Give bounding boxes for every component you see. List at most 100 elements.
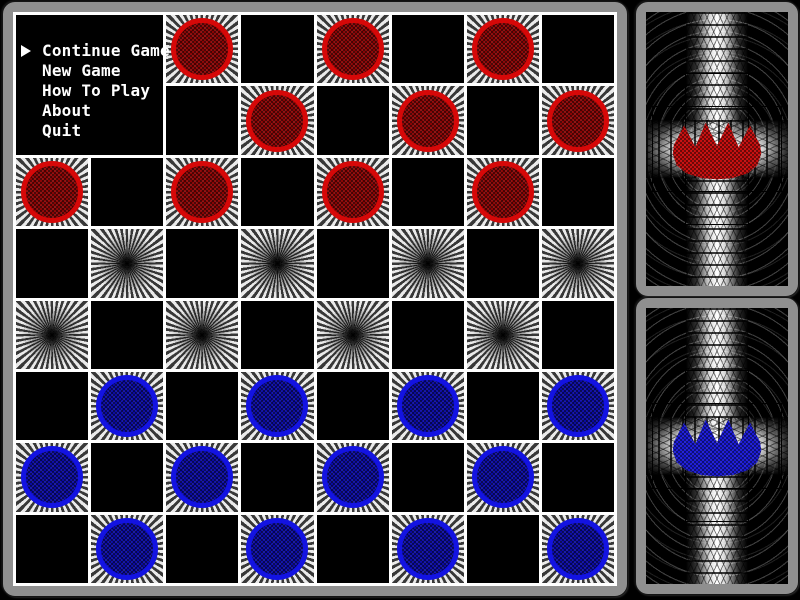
blue-piece[interactable] (246, 517, 309, 580)
board-square-r4c8[interactable] (541, 229, 614, 298)
board-square-r4c7[interactable] (466, 229, 539, 298)
board-square-r1c8[interactable] (541, 15, 614, 84)
red-panel-background (646, 12, 788, 286)
blue-piece[interactable] (246, 375, 309, 438)
board-square-r3c4[interactable] (241, 157, 314, 227)
board-square-r6c1[interactable] (16, 371, 89, 441)
red-piece[interactable] (171, 18, 234, 81)
board-square-r6c3[interactable] (166, 371, 239, 441)
board-square-r5c5[interactable] (316, 300, 389, 369)
menu-item-label: About (42, 101, 92, 120)
menu-cursor-icon (21, 45, 31, 57)
blue-piece[interactable] (321, 446, 384, 509)
board-square-r7c2[interactable] (91, 443, 164, 512)
board-square-r5c6[interactable] (391, 300, 464, 369)
board-square-r8c6[interactable] (391, 514, 464, 583)
board-square-r5c7[interactable] (466, 300, 539, 369)
board-square-r1c4[interactable] (241, 15, 314, 84)
board-square-r4c2[interactable] (91, 229, 164, 298)
board-square-r3c2[interactable] (91, 157, 164, 227)
board-square-r5c4[interactable] (241, 300, 314, 369)
board-square-r6c4[interactable] (241, 371, 314, 441)
blue-piece[interactable] (546, 375, 609, 438)
board-square-r5c2[interactable] (91, 300, 164, 369)
blue-player-panel (636, 298, 798, 594)
board-square-r8c7[interactable] (466, 514, 539, 583)
board-square-r3c1[interactable] (16, 157, 89, 227)
menu-item-new-game[interactable]: New Game (16, 61, 163, 81)
menu-item-label: How To Play (42, 81, 151, 100)
red-piece[interactable] (321, 160, 384, 223)
menu-item-about[interactable]: About (16, 101, 163, 121)
blue-piece[interactable] (96, 375, 159, 438)
board-square-r2c8[interactable] (541, 86, 614, 155)
board-square-r3c6[interactable] (391, 157, 464, 227)
board-square-r7c3[interactable] (166, 443, 239, 512)
red-piece[interactable] (471, 18, 534, 81)
board-square-r7c6[interactable] (391, 443, 464, 512)
board-square-r7c7[interactable] (466, 443, 539, 512)
blue-piece[interactable] (21, 446, 84, 509)
board-square-r4c5[interactable] (316, 229, 389, 298)
board-square-r8c1[interactable] (16, 514, 89, 583)
menu-item-label: New Game (42, 61, 121, 80)
outline-box (652, 106, 782, 192)
board-square-r8c8[interactable] (541, 514, 614, 583)
board-square-r5c1[interactable] (16, 300, 89, 369)
blue-piece[interactable] (96, 517, 159, 580)
board-square-r2c3[interactable] (166, 86, 239, 155)
board-square-r3c7[interactable] (466, 157, 539, 227)
blue-piece[interactable] (396, 517, 459, 580)
red-piece[interactable] (471, 160, 534, 223)
board-square-r3c5[interactable] (316, 157, 389, 227)
board-square-r8c2[interactable] (91, 514, 164, 583)
board-square-r8c3[interactable] (166, 514, 239, 583)
board-square-r3c3[interactable] (166, 157, 239, 227)
game-menu: Continue Game New Game How To Play About Qui… (16, 15, 170, 155)
board-square-r7c8[interactable] (541, 443, 614, 512)
board-square-r6c7[interactable] (466, 371, 539, 441)
blue-piece[interactable] (546, 517, 609, 580)
board-square-r1c7[interactable] (466, 15, 539, 84)
board-square-r4c6[interactable] (391, 229, 464, 298)
board-square-r6c5[interactable] (316, 371, 389, 441)
menu-item-label: Continue Game (42, 41, 170, 60)
board-square-r8c5[interactable] (316, 514, 389, 583)
board-square-r4c3[interactable] (166, 229, 239, 298)
menu-item-quit[interactable]: Quit (16, 121, 163, 141)
menu-item-how-to-play[interactable]: How To Play (16, 81, 163, 101)
board-square-r5c3[interactable] (166, 300, 239, 369)
blue-piece[interactable] (396, 375, 459, 438)
board-square-r4c4[interactable] (241, 229, 314, 298)
board-square-r2c7[interactable] (466, 86, 539, 155)
board-square-r2c4[interactable] (241, 86, 314, 155)
board-square-r1c5[interactable] (316, 15, 389, 84)
board-square-r2c6[interactable] (391, 86, 464, 155)
red-piece[interactable] (396, 89, 459, 152)
board-square-r7c5[interactable] (316, 443, 389, 512)
board-square-r2c5[interactable] (316, 86, 389, 155)
red-piece[interactable] (21, 160, 84, 223)
board-square-r6c8[interactable] (541, 371, 614, 441)
menu-item-continue-game[interactable]: Continue Game (16, 41, 170, 61)
board-square-r1c3[interactable] (166, 15, 239, 84)
board-square-r6c2[interactable] (91, 371, 164, 441)
red-piece[interactable] (321, 18, 384, 81)
board-square-r3c8[interactable] (541, 157, 614, 227)
red-piece[interactable] (246, 89, 309, 152)
red-piece[interactable] (546, 89, 609, 152)
outline-box (652, 403, 782, 489)
board-square-r5c8[interactable] (541, 300, 614, 369)
board-square-r8c4[interactable] (241, 514, 314, 583)
board-frame: Continue Game New Game How To Play About Qui… (3, 2, 627, 596)
blue-panel-background (646, 308, 788, 584)
board-square-r7c1[interactable] (16, 443, 89, 512)
board-square-r7c4[interactable] (241, 443, 314, 512)
board-square-r6c6[interactable] (391, 371, 464, 441)
blue-piece[interactable] (171, 446, 234, 509)
menu-item-label: Quit (42, 121, 82, 140)
blue-piece[interactable] (471, 446, 534, 509)
board-square-r4c1[interactable] (16, 229, 89, 298)
board-square-r1c6[interactable] (391, 15, 464, 84)
red-piece[interactable] (171, 160, 234, 223)
